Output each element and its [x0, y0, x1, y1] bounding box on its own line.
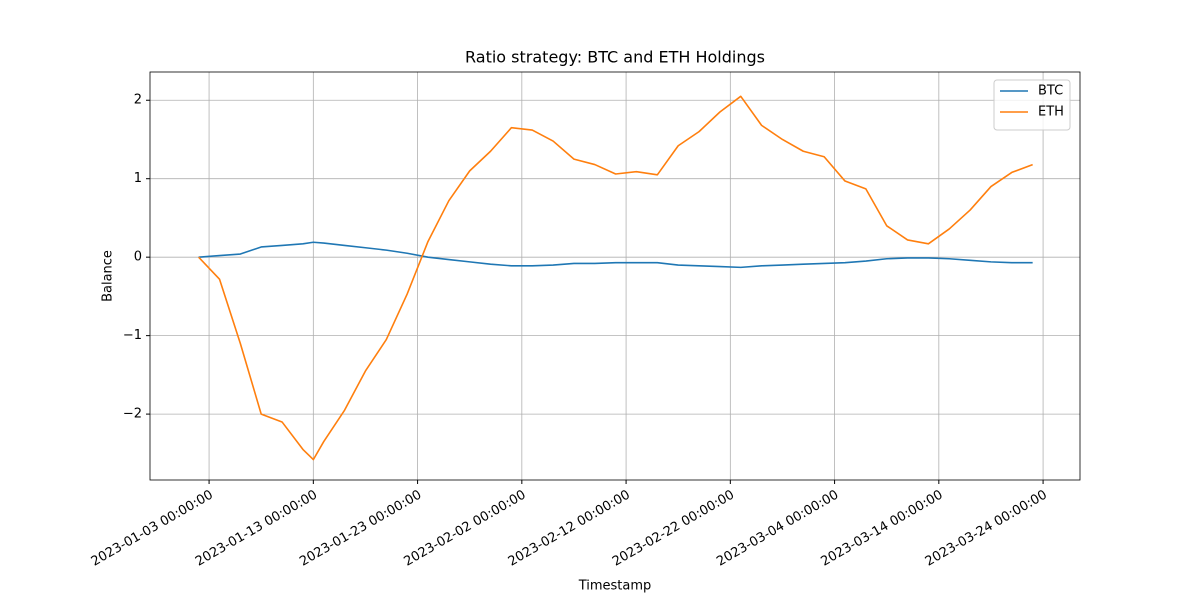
legend-box [993, 79, 1071, 131]
series-line [198, 95, 1033, 461]
y-tick-label: −1 [123, 328, 142, 343]
y-tick-label: 2 [134, 93, 142, 108]
series-line [198, 241, 1033, 269]
x-axis-label: Timestamp [578, 579, 652, 594]
grid [150, 72, 1080, 480]
chart-title: Ratio strategy: BTC and ETH Holdings [465, 48, 765, 67]
legend-label: ETH [1038, 105, 1064, 120]
y-tick-label: 1 [134, 171, 142, 186]
y-axis-label: Balance [101, 250, 116, 302]
y-tick-label: −2 [123, 407, 142, 422]
legend: BTC ETH [993, 79, 1071, 131]
plot-frame [149, 71, 1081, 481]
y-tick-label: 0 [134, 250, 142, 265]
legend-label: BTC [1038, 84, 1063, 99]
